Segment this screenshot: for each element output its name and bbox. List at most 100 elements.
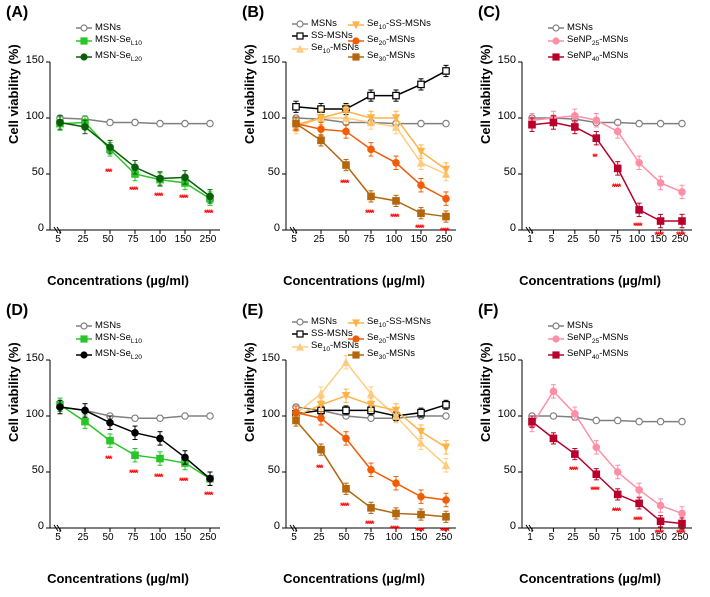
x-tick-label: 25 bbox=[77, 234, 88, 245]
x-axis-label: Concentrations (µg/ml) bbox=[472, 273, 708, 288]
legend-swatch bbox=[76, 23, 92, 33]
x-tick-label: 5 bbox=[549, 234, 555, 245]
legend-item: MSNs bbox=[76, 320, 142, 331]
significance-marker: **** bbox=[612, 506, 620, 516]
significance-marker: **** bbox=[440, 526, 448, 536]
x-tick-label: 50 bbox=[338, 532, 349, 543]
legend-column: MSNsSeNP25-MSNsSeNP40-MSNs bbox=[548, 320, 628, 364]
plot-area bbox=[284, 358, 454, 526]
y-tick-label: 0 bbox=[492, 520, 516, 532]
x-tick-label: 100 bbox=[629, 234, 646, 245]
significance-marker: **** bbox=[590, 485, 598, 495]
legend-swatch bbox=[548, 36, 564, 46]
legend-swatch bbox=[76, 36, 92, 46]
x-tick-label: 5 bbox=[291, 532, 297, 543]
x-axis-label: Concentrations (µg/ml) bbox=[472, 571, 708, 586]
significance-marker: **** bbox=[204, 208, 212, 218]
legend-swatch bbox=[76, 350, 92, 360]
significance-marker: **** bbox=[655, 528, 663, 538]
legend-swatch bbox=[76, 52, 92, 62]
panel-grid: (A)Cell viability (%)Concentrations (µg/… bbox=[0, 0, 710, 597]
significance-marker: **** bbox=[154, 472, 162, 482]
y-tick-label: 150 bbox=[492, 54, 516, 66]
x-tick-label: 1 bbox=[527, 234, 533, 245]
x-tick-label: 5 bbox=[291, 234, 297, 245]
legend-item: Se20-MSNs bbox=[348, 332, 431, 347]
legend-item: SeNP40-MSNs bbox=[548, 50, 628, 65]
x-tick-label: 150 bbox=[175, 234, 192, 245]
legend-item: MSN-SeL10 bbox=[76, 332, 142, 347]
significance-marker: *** bbox=[105, 454, 111, 464]
legend-label: MSNs bbox=[311, 18, 337, 29]
significance-marker: **** bbox=[440, 226, 448, 236]
legend-item: MSN-SeL20 bbox=[76, 348, 142, 363]
significance-marker: **** bbox=[179, 476, 187, 486]
legend-label: Se20-MSNs bbox=[367, 332, 415, 347]
y-tick-label: 150 bbox=[492, 352, 516, 364]
legend-label: SS-MSNs bbox=[311, 30, 353, 41]
x-tick-label: 250 bbox=[200, 234, 217, 245]
y-tick-label: 100 bbox=[256, 408, 280, 420]
significance-marker: **** bbox=[365, 208, 373, 218]
y-axis-label: Cell viability (%) bbox=[242, 44, 257, 144]
significance-marker: **** bbox=[365, 519, 373, 529]
plot-area bbox=[284, 60, 454, 228]
y-tick-label: 100 bbox=[492, 408, 516, 420]
legend-swatch bbox=[348, 20, 364, 30]
x-tick-label: 5 bbox=[55, 532, 61, 543]
x-axis-label: Concentrations (µg/ml) bbox=[236, 273, 472, 288]
chart-panel: (D)Cell viability (%)Concentrations (µg/… bbox=[0, 298, 236, 596]
legend-item: MSNs bbox=[76, 22, 142, 33]
x-tick-label: 100 bbox=[629, 532, 646, 543]
legend-label: SS-MSNs bbox=[311, 328, 353, 339]
significance-marker: **** bbox=[129, 185, 137, 195]
legend-label: Se10-SS-MSNs bbox=[367, 18, 431, 33]
plot-area bbox=[520, 60, 690, 228]
x-tick-label: 150 bbox=[175, 532, 192, 543]
x-tick-label: 150 bbox=[411, 234, 428, 245]
legend-swatch bbox=[292, 317, 308, 327]
y-tick-label: 150 bbox=[20, 54, 44, 66]
panel-label: (F) bbox=[478, 302, 498, 320]
significance-marker: **** bbox=[415, 526, 423, 536]
y-tick-label: 50 bbox=[492, 166, 516, 178]
legend-label: MSN-SeL20 bbox=[95, 50, 142, 65]
plot-area bbox=[48, 358, 218, 526]
x-tick-label: 250 bbox=[200, 532, 217, 543]
legend-item: Se10-SS-MSNs bbox=[348, 316, 431, 331]
x-tick-label: 25 bbox=[567, 234, 578, 245]
legend-swatch bbox=[548, 321, 564, 331]
legend-swatch bbox=[548, 334, 564, 344]
legend-label: MSNs bbox=[567, 320, 593, 331]
x-tick-label: 75 bbox=[363, 532, 374, 543]
significance-marker: **** bbox=[676, 230, 684, 240]
legend-swatch bbox=[292, 19, 308, 29]
y-tick-label: 0 bbox=[20, 222, 44, 234]
significance-marker: *** bbox=[105, 167, 111, 177]
y-axis-label: Cell viability (%) bbox=[478, 44, 493, 144]
legend-label: SeNP25-MSNs bbox=[567, 34, 628, 49]
significance-marker: **** bbox=[676, 528, 684, 538]
significance-marker: **** bbox=[154, 191, 162, 201]
significance-marker: **** bbox=[204, 490, 212, 500]
y-tick-label: 0 bbox=[492, 222, 516, 234]
y-tick-label: 150 bbox=[256, 352, 280, 364]
legend-swatch bbox=[548, 52, 564, 62]
significance-marker: **** bbox=[633, 221, 641, 231]
legend-item: MSNs bbox=[548, 22, 628, 33]
x-tick-label: 75 bbox=[610, 532, 621, 543]
significance-marker: **** bbox=[612, 182, 620, 192]
legend-item: Se30-MSNs bbox=[348, 50, 431, 65]
x-tick-label: 100 bbox=[150, 532, 167, 543]
legend-label: Se20-MSNs bbox=[367, 34, 415, 49]
legend-label: MSNs bbox=[95, 320, 121, 331]
legend-swatch bbox=[348, 318, 364, 328]
panel-label: (E) bbox=[242, 302, 263, 320]
x-tick-label: 50 bbox=[102, 234, 113, 245]
chart-panel: (A)Cell viability (%)Concentrations (µg/… bbox=[0, 0, 236, 298]
chart-panel: (B)Cell viability (%)Concentrations (µg/… bbox=[236, 0, 472, 298]
y-tick-label: 0 bbox=[20, 520, 44, 532]
significance-marker: **** bbox=[340, 178, 348, 188]
chart-panel: (F)Cell viability (%)Concentrations (µg/… bbox=[472, 298, 708, 596]
legend-swatch bbox=[292, 342, 308, 352]
